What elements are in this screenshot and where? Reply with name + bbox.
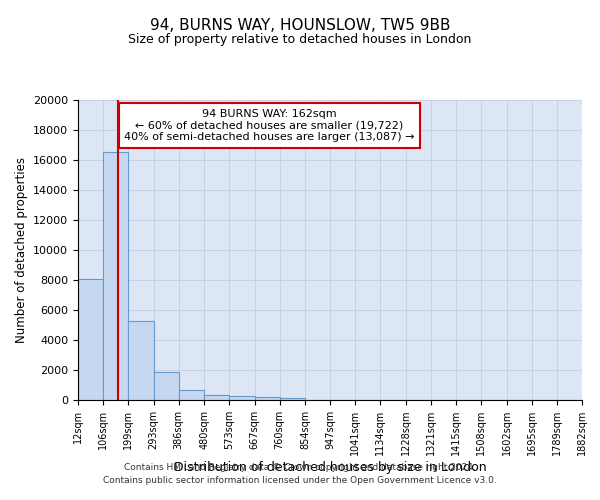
Bar (103, 152, 128, 400)
Text: 94 BURNS WAY: 162sqm
← 60% of detached houses are smaller (19,722)
40% of semi-d: 94 BURNS WAY: 162sqm ← 60% of detached h… (124, 109, 415, 142)
Bar (78, 278, 103, 400)
Y-axis label: Number of detached properties: Number of detached properties (14, 157, 28, 343)
Text: Contains HM Land Registry data © Crown copyright and database right 2024.: Contains HM Land Registry data © Crown c… (124, 464, 476, 472)
Bar (280, 398, 305, 400)
Text: 94, BURNS WAY, HOUNSLOW, TW5 9BB: 94, BURNS WAY, HOUNSLOW, TW5 9BB (150, 18, 450, 32)
Bar (179, 390, 204, 400)
Bar (154, 372, 179, 400)
Text: Contains public sector information licensed under the Open Government Licence v3: Contains public sector information licen… (103, 476, 497, 485)
Bar (254, 397, 280, 400)
Bar (204, 395, 229, 400)
X-axis label: Distribution of detached houses by size in London: Distribution of detached houses by size … (173, 461, 487, 474)
Bar (229, 396, 254, 400)
Bar (128, 320, 154, 400)
Text: Size of property relative to detached houses in London: Size of property relative to detached ho… (128, 32, 472, 46)
